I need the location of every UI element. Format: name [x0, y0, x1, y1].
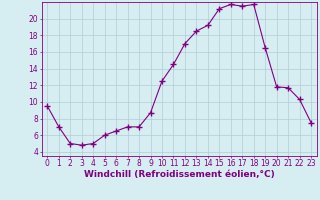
X-axis label: Windchill (Refroidissement éolien,°C): Windchill (Refroidissement éolien,°C) — [84, 170, 275, 179]
